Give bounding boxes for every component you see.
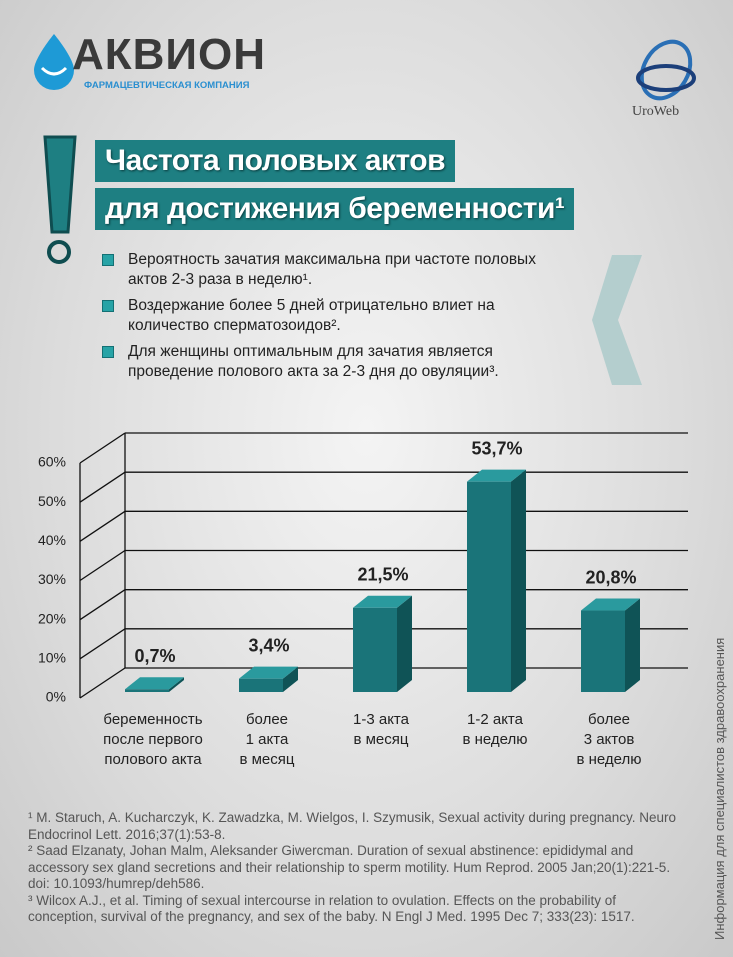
headline: Частота половых актов для достижения бер… bbox=[95, 140, 575, 236]
y-tick-label: 50% bbox=[38, 493, 66, 509]
partner-logo bbox=[636, 64, 696, 92]
x-tick-label: более 1 акта в месяц bbox=[239, 711, 295, 768]
reference: ¹ M. Staruch, A. Kucharczyk, K. Zawadzka… bbox=[28, 810, 676, 842]
grid-depth bbox=[79, 432, 126, 464]
exclamation bbox=[43, 135, 77, 234]
reference: ² Saad Elzanaty, Johan Malm, Aleksander … bbox=[28, 843, 671, 891]
bar-top bbox=[239, 666, 298, 679]
bar bbox=[467, 481, 511, 692]
y-tick-label: 0% bbox=[46, 689, 66, 705]
grid-depth bbox=[79, 471, 126, 503]
bar-top bbox=[467, 469, 526, 482]
bar-side bbox=[283, 666, 298, 692]
grid-depth bbox=[79, 667, 126, 699]
bullet: Воздержание более 5 дней отрицательно вл… bbox=[100, 296, 570, 336]
y-tick-label: 60% bbox=[38, 454, 66, 470]
bar bbox=[239, 678, 283, 692]
y-tick-label: 30% bbox=[38, 571, 66, 587]
grid-depth bbox=[79, 510, 126, 542]
reference: ³ Wilcox A.J., et al. Timing of sexual i… bbox=[28, 892, 635, 925]
value-label: 53,7% bbox=[471, 438, 522, 458]
value-label: 0,7% bbox=[134, 646, 175, 666]
x-tick-label: 1-2 акта в неделю bbox=[462, 711, 528, 748]
bullet: Вероятность зачатия максимальна при част… bbox=[100, 250, 570, 290]
brand-subtitle: ФАРМАЦЕВТИЧЕСКАЯ КОМПАНИЯ bbox=[84, 80, 250, 91]
bar bbox=[353, 607, 397, 692]
logo-smile bbox=[40, 66, 68, 76]
bar-top bbox=[581, 598, 640, 611]
bar-top bbox=[353, 595, 412, 608]
bar-side bbox=[397, 595, 412, 692]
grid-depth bbox=[79, 628, 126, 660]
value-label: 3,4% bbox=[248, 635, 289, 655]
chevron bbox=[592, 255, 642, 385]
y-tick-label: 40% bbox=[38, 532, 66, 548]
partner-logo bbox=[639, 39, 693, 101]
bar bbox=[125, 689, 169, 692]
value-label: 21,5% bbox=[357, 565, 408, 585]
side-note: Информация для специалистов здравоохране… bbox=[712, 637, 727, 940]
x-tick-label: более 3 актов в неделю bbox=[576, 711, 642, 768]
partner: UroWeb bbox=[632, 104, 680, 119]
bar-side bbox=[169, 677, 184, 692]
references: ¹ M. Staruch, A. Kucharczyk, K. Zawadzka… bbox=[28, 810, 678, 926]
headline-line: Частота половых актов bbox=[95, 140, 456, 182]
exclamation-dot bbox=[47, 240, 71, 264]
y-tick-label: 10% bbox=[38, 650, 66, 666]
bar-side bbox=[511, 469, 526, 692]
bullet: Для женщины оптимальным для зачатия явля… bbox=[100, 342, 570, 382]
bar-top bbox=[125, 677, 184, 690]
value-label: 20,8% bbox=[585, 567, 636, 587]
brand: АКВИОН bbox=[72, 30, 267, 79]
grid-depth bbox=[79, 549, 126, 582]
y-tick-label: 20% bbox=[38, 610, 66, 626]
grid-depth bbox=[79, 589, 126, 621]
x-tick-label: беременность после первого полового акта bbox=[103, 711, 203, 768]
headline-line: для достижения беременности¹ bbox=[95, 188, 575, 230]
logo-drop bbox=[34, 34, 74, 90]
bullet-list: Вероятность зачатия максимальна при част… bbox=[100, 250, 570, 388]
x-tick-label: 1-3 акта в месяц bbox=[353, 711, 409, 748]
bar-side bbox=[625, 598, 640, 692]
bar bbox=[581, 610, 625, 692]
